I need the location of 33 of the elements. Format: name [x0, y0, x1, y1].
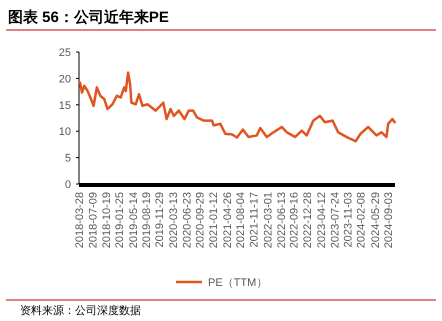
text: 资料来源：公司深度数据 — [20, 304, 141, 317]
x-tick-label: 2018-03-28 — [74, 192, 86, 248]
y-tick-label: 20 — [58, 73, 71, 86]
y-tick-label: 25 — [58, 47, 71, 59]
x-tick-label: 2023-04-12 — [316, 192, 328, 248]
y-tick-label: 10 — [58, 126, 71, 138]
x-tick-label: 2020-03-13 — [168, 192, 180, 248]
x-tick-label: 2019-01-25 — [114, 192, 126, 248]
x-tick-label: 2021-01-12 — [208, 192, 220, 248]
x-tick-label: 2018-10-19 — [100, 192, 113, 248]
legend-label: PE（TTM） — [208, 277, 268, 289]
x-tick-label: 2024-05-29 — [370, 192, 382, 248]
y-tick-label: 0 — [64, 179, 71, 191]
x-tick-label: 2019-11-29 — [154, 192, 166, 248]
x-tick-label: 2021-11-17 — [248, 192, 261, 248]
y-tick-label: 15 — [58, 100, 71, 112]
x-tick-label: 2023-07-24 — [329, 192, 342, 248]
x-tick-label: 2022-06-13 — [276, 192, 288, 248]
x-tick-label: 2020-06-23 — [181, 192, 194, 248]
y-tick-label: 5 — [64, 152, 71, 165]
x-tick-label: 2019-05-14 — [128, 192, 140, 248]
x-tick-label: 2021-04-26 — [222, 192, 234, 248]
x-tick-label: 2024-09-03 — [382, 192, 395, 248]
x-tick-label: 2021-08-04 — [234, 192, 247, 248]
x-tick-label: 2019-08-19 — [140, 192, 153, 248]
x-tick-label: 2018-07-09 — [88, 192, 100, 248]
x-tick-label: 2022-09-16 — [288, 192, 300, 248]
x-tick-label: 2023-11-03 — [342, 192, 355, 248]
x-tick-label: 2022-03-01 — [262, 192, 274, 248]
chart-title: 图表 56：公司近年来PE — [8, 9, 169, 26]
x-tick-label: 2022-12-28 — [302, 192, 314, 248]
x-tick-label: 2024-02-08 — [355, 192, 368, 248]
x-tick-label: 2020-09-29 — [194, 192, 206, 248]
